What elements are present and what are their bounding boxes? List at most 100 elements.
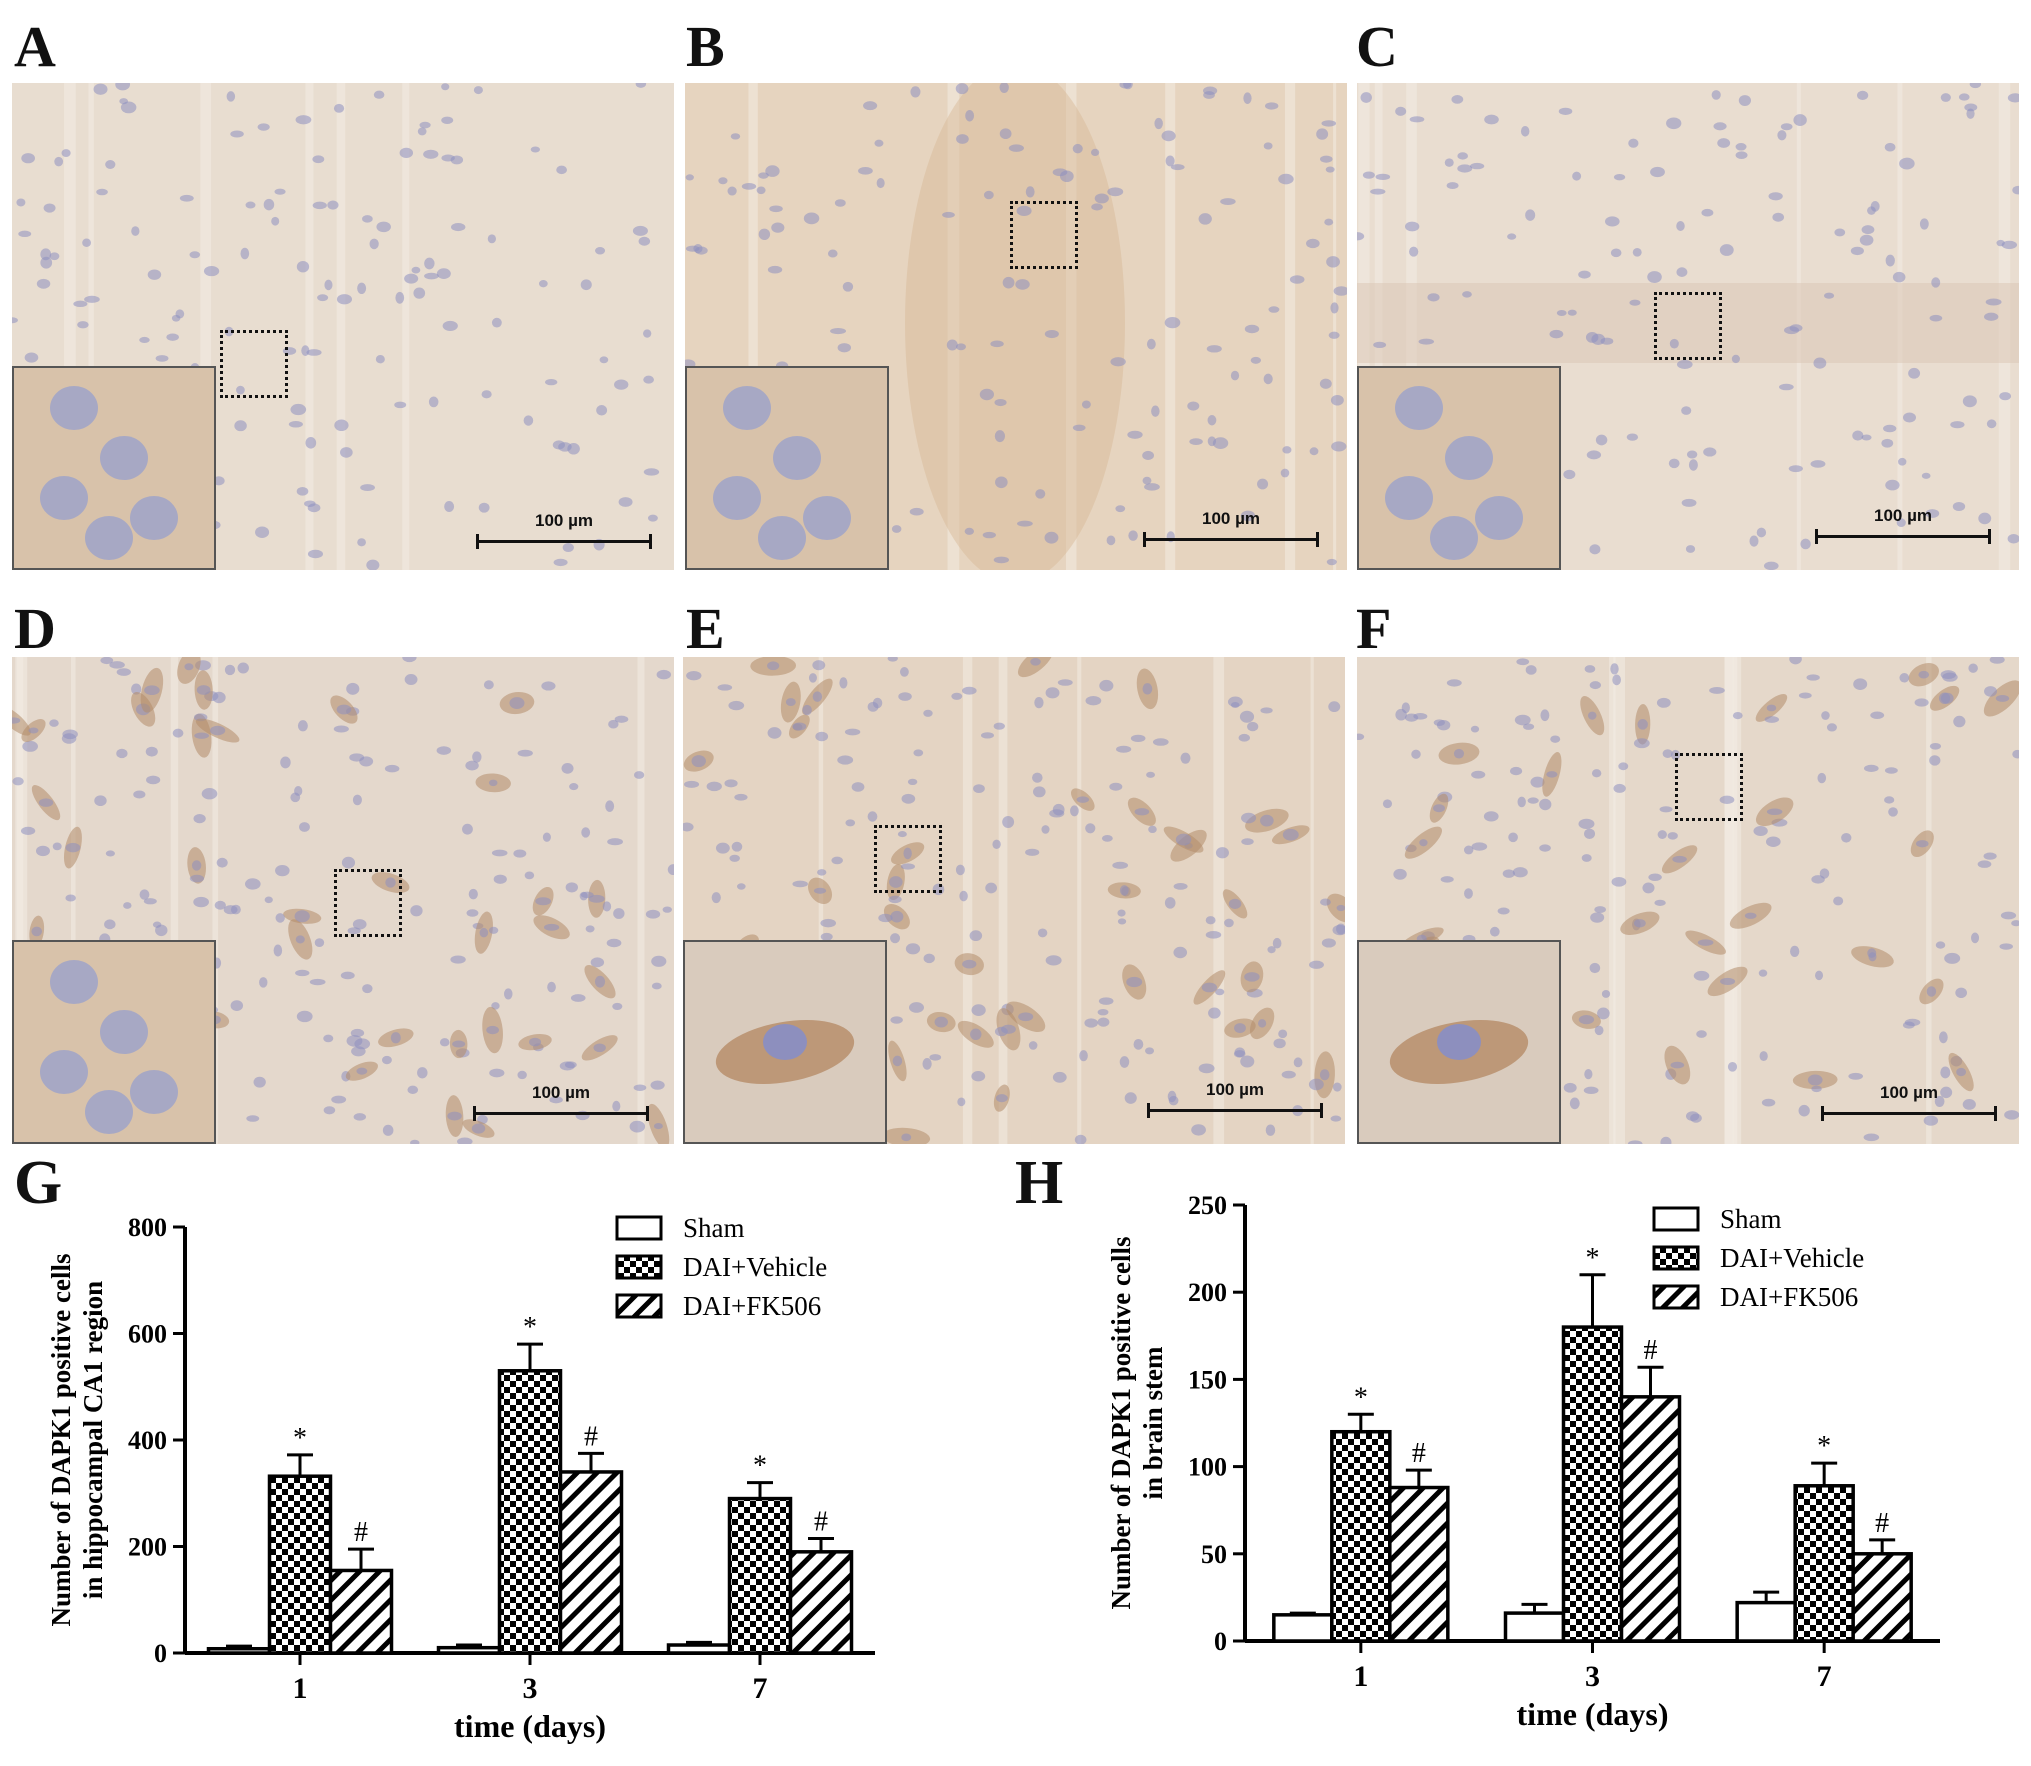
x-tick-label: 3	[523, 1672, 538, 1705]
bar	[206, 1646, 272, 1655]
y-tick-label: 800	[128, 1213, 167, 1242]
scale-label: 100 µm	[1206, 1080, 1264, 1099]
roi-box	[334, 869, 402, 937]
legend-label: Sham	[1720, 1204, 1782, 1234]
chart-h: 0 50 100 150 200 250 * #1 * #3 * #7 time (days) Numbe…	[1106, 1191, 1940, 1732]
scale-bar: 100 µm	[1147, 1080, 1323, 1118]
legend-swatch	[615, 1215, 663, 1241]
bar	[1503, 1611, 1566, 1643]
bar	[727, 1496, 793, 1655]
tissue-texture	[1357, 83, 2019, 570]
bar	[1851, 1552, 1913, 1643]
panel-letter-g: G	[14, 1149, 63, 1217]
bar	[328, 1568, 394, 1655]
micrograph-c: 100 µm	[1357, 83, 2019, 570]
significance-mark: #	[354, 1517, 368, 1548]
panel-letter-c: C	[1356, 14, 1398, 79]
significance-mark: #	[1644, 1335, 1658, 1366]
roi-box	[1675, 753, 1743, 821]
tissue-texture	[12, 657, 674, 1144]
x-axis-label: time (days)	[454, 1708, 606, 1744]
scale-bar: 100 µm	[473, 1083, 649, 1121]
legend-swatch	[1652, 1284, 1700, 1310]
significance-mark: *	[523, 1312, 537, 1343]
y-tick-label: 100	[1188, 1453, 1227, 1482]
legend-swatch	[615, 1293, 663, 1319]
y-axis-label: Number of DAPK1 positive cells	[46, 1254, 76, 1627]
inset-zoom	[685, 366, 889, 570]
significance-mark: #	[584, 1421, 598, 1452]
x-tick-label: 3	[1585, 1660, 1600, 1693]
bar	[1388, 1485, 1450, 1643]
legend-label: DAI+FK506	[1720, 1282, 1858, 1312]
inset-texture	[1359, 942, 1559, 1142]
legend-swatch	[1652, 1206, 1700, 1232]
roi-box	[1010, 201, 1078, 269]
x-tick-label: 1	[1353, 1660, 1368, 1693]
y-tick-label: 200	[128, 1533, 167, 1562]
scale-label: 100 µm	[532, 1083, 590, 1102]
legend-label: DAI+Vehicle	[683, 1252, 827, 1282]
inset-zoom	[12, 366, 216, 570]
y-tick-label: 250	[1188, 1191, 1227, 1220]
scale-bar: 100 µm	[1815, 506, 1991, 544]
x-axis-label: time (days)	[1517, 1696, 1669, 1732]
bar	[1735, 1600, 1797, 1643]
inset-texture	[14, 942, 214, 1142]
bar	[267, 1474, 333, 1655]
bar	[1330, 1429, 1392, 1643]
bar	[1793, 1484, 1855, 1643]
micrograph-b: 100 µm	[685, 83, 1347, 570]
significance-mark: #	[1875, 1508, 1889, 1539]
significance-mark: #	[814, 1507, 828, 1538]
bar	[788, 1550, 854, 1655]
inset-zoom	[1357, 366, 1561, 570]
significance-mark: *	[1586, 1243, 1600, 1274]
micrograph-a: 100 µm	[12, 83, 674, 570]
significance-mark: *	[293, 1423, 307, 1454]
legend-label: Sham	[683, 1213, 745, 1243]
inset-texture	[14, 368, 214, 568]
panel-letter-h: H	[1015, 1149, 1064, 1217]
scale-label: 100 µm	[1202, 509, 1260, 528]
scale-label: 100 µm	[1874, 506, 1932, 525]
significance-mark: *	[1817, 1431, 1831, 1462]
roi-box	[874, 825, 942, 893]
y-tick-label: 0	[1214, 1627, 1227, 1656]
x-tick-label: 7	[1817, 1660, 1832, 1693]
x-tick-label: 7	[753, 1672, 768, 1705]
inset-zoom	[683, 940, 887, 1144]
micrograph-e: 100 µm	[683, 657, 1345, 1144]
y-tick-label: 50	[1201, 1540, 1227, 1569]
scale-bar: 100 µm	[1143, 509, 1319, 547]
panel-letter-f: F	[1356, 596, 1392, 661]
bar	[1561, 1325, 1624, 1643]
significance-mark: *	[753, 1451, 767, 1482]
bar	[436, 1645, 502, 1655]
bar	[666, 1643, 732, 1655]
panel-letter-d: D	[14, 596, 56, 661]
y-tick-label: 200	[1188, 1278, 1227, 1307]
scale-bar: 100 µm	[1821, 1083, 1997, 1121]
inset-texture	[1359, 368, 1559, 568]
bar	[1619, 1395, 1682, 1643]
panel-letter-b: B	[686, 14, 725, 79]
scale-label: 100 µm	[535, 511, 593, 530]
bar	[497, 1369, 563, 1655]
significance-mark: *	[1354, 1382, 1368, 1413]
panel-letter-a: A	[14, 14, 56, 79]
micrograph-f: 100 µm	[1357, 657, 2019, 1144]
inset-zoom	[12, 940, 216, 1144]
bar	[558, 1470, 624, 1655]
scale-bar: 100 µm	[476, 511, 652, 549]
micrograph-d: 100 µm	[12, 657, 674, 1144]
inset-texture	[685, 942, 885, 1142]
bar	[1272, 1613, 1334, 1643]
inset-zoom	[1357, 940, 1561, 1144]
y-tick-label: 400	[128, 1426, 167, 1455]
roi-box	[1654, 292, 1722, 360]
y-tick-label: 600	[128, 1320, 167, 1349]
legend-swatch	[1652, 1245, 1700, 1271]
significance-mark: #	[1412, 1438, 1426, 1469]
chart-g: 0 200 400 600 800 * #1 * #3 * #7 time (days) Number …	[46, 1213, 875, 1744]
